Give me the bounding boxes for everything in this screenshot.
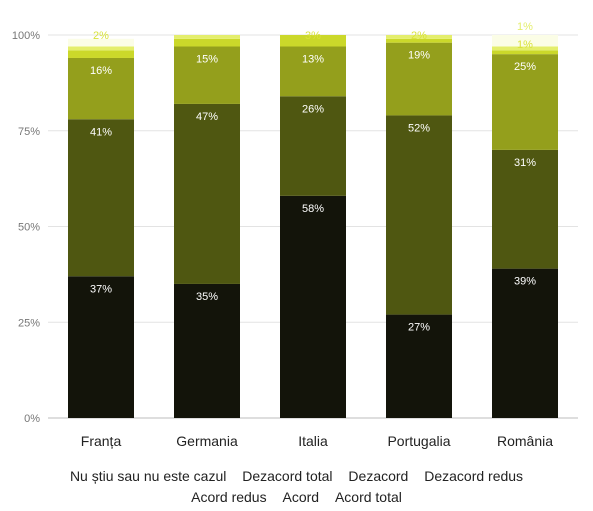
bar-segment <box>492 46 558 51</box>
bar-segment <box>174 283 240 418</box>
legend-entry: Dezacord <box>348 468 409 484</box>
bar-segment <box>68 57 134 120</box>
bar-segment <box>386 38 452 43</box>
data-label: 2% <box>411 30 427 42</box>
bar-segment <box>174 46 240 104</box>
legend-entry: Acord <box>282 489 320 505</box>
bar-segment <box>492 54 558 150</box>
bar-segment <box>386 115 452 315</box>
bar-segment <box>386 42 452 116</box>
bar-segment <box>492 268 558 418</box>
bar-segment <box>492 35 558 47</box>
y-tick-label: 50% <box>18 222 40 234</box>
x-tick-label: Italia <box>298 433 328 449</box>
data-label: 13% <box>302 53 324 65</box>
data-label: 58% <box>302 203 324 215</box>
bar-segment <box>280 195 346 418</box>
data-labels: 37% 41% 16% 35% 47% 15% 58% 26% 13% 27% 52% 19% 39% 3… <box>90 21 536 334</box>
bar-segment <box>492 149 558 269</box>
legend-row-1: Nu știu sau nu este cazul Dezacord total… <box>0 466 593 487</box>
x-tick-label: Franța <box>81 433 122 449</box>
bar-segment <box>68 119 134 277</box>
bar-segment <box>174 35 240 39</box>
data-label: 27% <box>408 322 430 334</box>
data-label: 19% <box>408 50 430 62</box>
data-label: 47% <box>196 111 218 123</box>
bar-segment <box>280 35 346 47</box>
y-tick-label: 25% <box>18 317 40 329</box>
y-tick-label: 100% <box>12 30 40 42</box>
bar-segment <box>492 50 558 55</box>
bar-segment <box>68 46 134 51</box>
data-label: 39% <box>514 276 536 288</box>
bar-segment <box>68 50 134 58</box>
x-tick-label: Germania <box>176 433 238 449</box>
data-label: 15% <box>196 53 218 65</box>
legend-entry: Dezacord redus <box>424 468 524 484</box>
bar-segment <box>280 96 346 196</box>
legend-entry: Dezacord total <box>242 468 333 484</box>
legend-entry: Acord total <box>334 489 402 505</box>
bar-segment <box>174 38 240 47</box>
bar-segment <box>280 46 346 97</box>
legend-entry: Nu știu sau nu este cazul <box>69 468 227 484</box>
data-label: 52% <box>408 122 430 134</box>
y-tick-label: 0% <box>24 413 40 425</box>
data-label: 3% <box>305 30 321 42</box>
y-tick-label: 75% <box>18 126 40 138</box>
bars <box>68 35 558 418</box>
stacked-bar-chart: 0% 25% 50% 75% 100% 37% 41% 16% 35% 47% 15% 58% 26%… <box>12 21 578 449</box>
data-label: 1% <box>517 21 533 33</box>
bar-segment <box>68 38 134 47</box>
data-label: 1% <box>517 39 533 51</box>
x-tick-label: Portugalia <box>387 433 450 449</box>
bar-segment <box>386 35 452 39</box>
data-label: 35% <box>196 291 218 303</box>
legend: Nu știu sau nu este cazul Dezacord total… <box>0 466 593 508</box>
data-label: 2% <box>93 30 109 42</box>
data-label: 41% <box>90 126 112 138</box>
bar-segment <box>174 103 240 284</box>
data-label: 37% <box>90 283 112 295</box>
bar-segment <box>386 314 452 418</box>
legend-entry: Acord redus <box>191 489 267 505</box>
x-tick-label: România <box>497 433 553 449</box>
y-axis: 0% 25% 50% 75% 100% <box>12 30 40 425</box>
x-axis: Franța Germania Italia Portugalia România <box>81 433 553 449</box>
legend-row-2: Acord redus Acord Acord total <box>0 487 593 508</box>
data-label: 26% <box>302 103 324 115</box>
data-label: 31% <box>514 157 536 169</box>
bar-segment <box>68 276 134 418</box>
data-label: 16% <box>90 65 112 77</box>
data-label: 25% <box>514 61 536 73</box>
